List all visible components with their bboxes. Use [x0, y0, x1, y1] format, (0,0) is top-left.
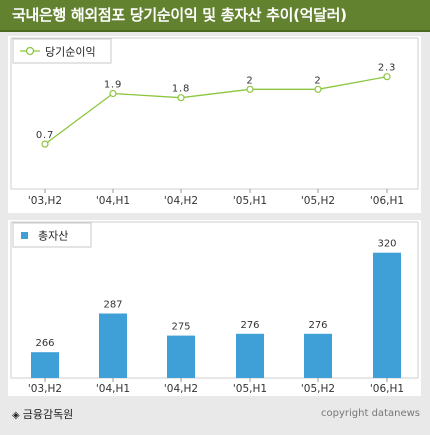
bar-data-label: 266: [35, 338, 54, 349]
bar-x-tick-label: '04,H1: [96, 383, 130, 395]
line-x-tick-label: '03,H2: [28, 195, 62, 207]
line-data-label: 2.3: [378, 63, 396, 74]
title-bar: 국내은행 해외점포 당기순이익 및 총자산 추이(억달러): [0, 0, 430, 32]
line-chart: 당기순이익 0.7 1.9 1.8 2 2 2.3 '03,H2 '04,H1 '04,H2 '05…: [10, 37, 419, 207]
bar-data-label: 276: [308, 320, 327, 331]
line-x-tick-label: '05,H2: [301, 195, 335, 207]
copyright: copyright datanews: [321, 408, 420, 419]
bar-legend-label: 총자산: [38, 230, 68, 243]
bar-data-label: 287: [103, 300, 122, 311]
bar-x-tick-label: '03,H2: [28, 383, 62, 395]
line-point: [109, 89, 117, 98]
chart-title: 국내은행 해외점포 당기순이익 및 총자산 추이(억달러): [12, 6, 347, 24]
line-legend-marker: [25, 46, 35, 56]
bar: [99, 313, 127, 378]
line-data-label: 0.7: [36, 130, 54, 141]
bar: [373, 252, 401, 378]
line-data-label: 2: [246, 75, 253, 86]
line-x-tick-label: '04,H2: [164, 195, 198, 207]
line-chart-panel: 당기순이익 0.7 1.9 1.8 2 2 2.3 '03,H2 '04,H1 '04,H2 '05…: [8, 36, 421, 213]
line-point: [314, 85, 322, 93]
bar: [304, 333, 332, 378]
bar-data-label: 275: [171, 322, 190, 333]
line-x-tick-label: '05,H1: [233, 195, 267, 207]
line-data-label: 2: [314, 75, 321, 86]
line-point: [246, 85, 254, 93]
diamond-icon: ◈: [12, 410, 20, 421]
bar-plot-area: [10, 221, 419, 379]
bar: [167, 335, 195, 378]
line-legend-label: 당기순이익: [45, 46, 96, 59]
bar-chart: 총자산 266 287 275 276 276 320 '03,H2 '04,H1 '04,H2 '…: [10, 221, 419, 395]
bar-x-tick-label: '06,H1: [370, 383, 404, 395]
bar-x-tick-label: '05,H1: [233, 383, 267, 395]
bar: [236, 333, 264, 378]
line-series-net-income: [44, 76, 388, 145]
bar: [31, 352, 59, 378]
source-note: ◈ 금융감독원: [12, 406, 73, 422]
line-point: [41, 140, 49, 148]
line-data-label: 1.8: [172, 84, 190, 95]
bar-data-label: 276: [240, 320, 259, 331]
bar-chart-panel: 총자산 266 287 275 276 276 320 '03,H2 '04,H1 '04,H2 '…: [8, 220, 421, 396]
line-point: [177, 94, 185, 102]
line-x-tick-label: '04,H1: [96, 195, 130, 207]
bar-legend-swatch: [21, 232, 28, 239]
bar-x-tick-label: '05,H2: [301, 383, 335, 395]
bar-x-tick-label: '04,H2: [164, 383, 198, 395]
line-data-label: 1.9: [104, 80, 122, 91]
source-label: 금융감독원: [22, 408, 74, 421]
bar-data-label: 320: [377, 239, 396, 250]
line-point: [383, 73, 391, 81]
line-x-tick-label: '06,H1: [370, 195, 404, 207]
